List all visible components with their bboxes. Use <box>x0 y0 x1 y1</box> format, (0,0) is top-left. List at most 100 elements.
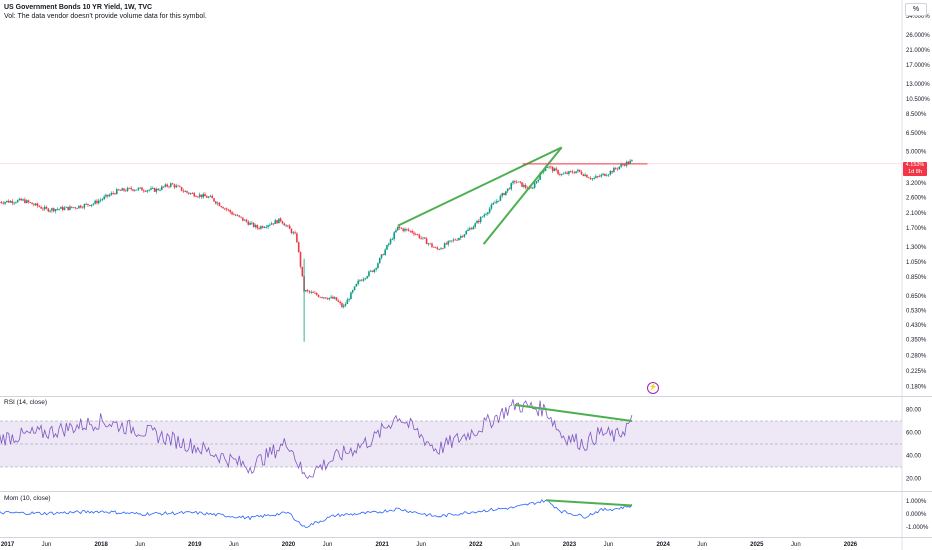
candle-body <box>99 199 102 201</box>
candle-body <box>168 186 170 188</box>
candle-body <box>386 245 388 250</box>
candle-body <box>265 226 268 228</box>
candle-body <box>447 241 450 245</box>
candle-body <box>290 228 293 234</box>
candle-body <box>387 243 390 246</box>
candle-body <box>317 294 320 297</box>
candle-body <box>460 236 462 238</box>
candle-body <box>171 183 174 185</box>
candle-body <box>355 283 358 287</box>
candle-body <box>578 169 581 172</box>
candle-body <box>593 177 595 179</box>
candle-body <box>483 214 486 217</box>
candle-body <box>321 297 323 298</box>
candle-body <box>505 191 507 196</box>
candle-body <box>496 200 498 203</box>
rsi-axis-label: 40.00 <box>906 454 922 460</box>
candle-body <box>324 297 327 299</box>
candle-body <box>411 230 413 233</box>
candle-body <box>281 221 284 224</box>
mom-axis-label: -1.000% <box>906 525 929 531</box>
candle-body <box>512 181 514 184</box>
candle-body <box>623 164 626 166</box>
candle-body <box>296 233 298 243</box>
candle-body <box>368 271 370 277</box>
candle-body <box>135 189 138 191</box>
candle-body <box>274 220 277 224</box>
candle-body <box>224 208 226 210</box>
percent-scale-button[interactable]: % <box>905 3 927 16</box>
candle-body <box>357 280 359 284</box>
candle-body <box>591 178 594 180</box>
candle-body <box>423 237 426 239</box>
candle-body <box>337 300 340 302</box>
candle-body <box>121 188 123 191</box>
candle-body <box>193 193 196 197</box>
candle-body <box>209 195 212 197</box>
candle-body <box>537 179 540 182</box>
candle-body <box>65 206 68 208</box>
price-axis-label: 13.000% <box>906 82 930 88</box>
candle-body <box>47 208 50 212</box>
candle-body <box>260 226 262 229</box>
candle-body <box>519 181 522 183</box>
candle-body <box>155 188 158 192</box>
flash-icon[interactable]: ⚡ <box>647 382 659 394</box>
candle-body <box>112 193 114 194</box>
candle-body <box>315 293 318 295</box>
candle-body <box>72 207 75 209</box>
candle-body <box>562 173 565 175</box>
price-axis-label: 1.050% <box>906 260 927 266</box>
candle-body <box>400 227 403 229</box>
candle-body <box>600 174 603 177</box>
candle-body <box>339 301 341 304</box>
candle-body <box>108 194 111 197</box>
candle-body <box>191 193 194 194</box>
candle-body <box>414 234 417 236</box>
candle-body <box>557 170 559 175</box>
candle-body <box>330 296 332 298</box>
candle-body <box>514 181 516 183</box>
candle-body <box>440 248 442 250</box>
candle-body <box>175 185 178 188</box>
candle-body <box>288 225 291 229</box>
candle-body <box>458 237 460 241</box>
candle-body <box>79 205 82 208</box>
candle-body <box>360 280 363 282</box>
candle-body <box>553 168 556 172</box>
candle-body <box>34 203 37 206</box>
time-axis-label: 2018 <box>94 542 108 548</box>
price-axis-label: 0.225% <box>906 369 927 375</box>
candle-body <box>564 172 567 174</box>
candle-body <box>375 267 377 270</box>
candle-body <box>546 167 549 168</box>
candle-body <box>101 199 104 200</box>
candle-body <box>389 239 392 244</box>
candle-body <box>133 190 136 191</box>
price-axis-label: 0.650% <box>906 294 927 300</box>
candle-body <box>589 177 592 179</box>
candle-body <box>11 201 14 204</box>
candle-body <box>346 299 349 305</box>
candle-body <box>292 232 295 234</box>
candle-body <box>256 225 259 229</box>
candle-body <box>153 188 156 192</box>
candle-body <box>285 225 287 227</box>
candle-body <box>166 184 169 187</box>
mom-line <box>0 499 633 529</box>
candle-body <box>148 189 150 191</box>
candle-body <box>469 228 471 230</box>
candle-body <box>88 205 91 206</box>
candle-body <box>380 254 383 258</box>
time-axis-label: 2017 <box>1 542 15 548</box>
candle-body <box>418 234 421 238</box>
candle-body <box>110 193 113 195</box>
price-axis-label: 34.000% <box>906 14 930 20</box>
candle-body <box>24 199 26 204</box>
candle-body <box>508 188 511 190</box>
candle-body <box>474 223 477 227</box>
candle-body <box>56 209 59 210</box>
candle-body <box>470 228 473 230</box>
candle-body <box>351 290 354 293</box>
